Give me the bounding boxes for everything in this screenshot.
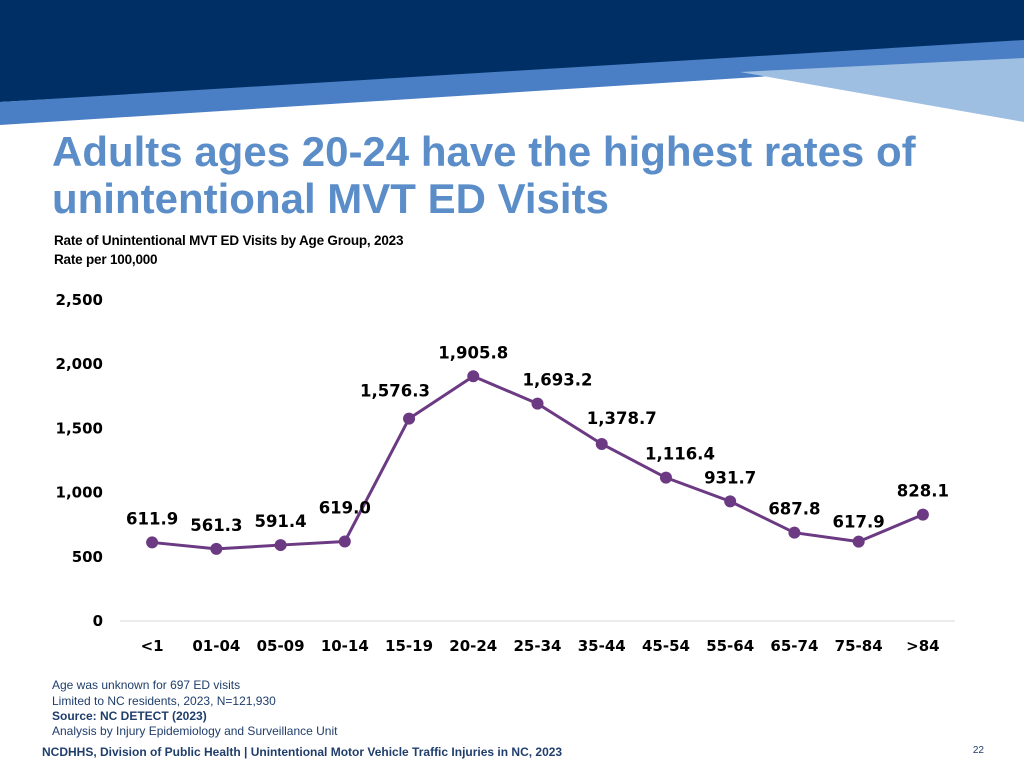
x-tick-label: 20-24	[449, 637, 497, 655]
data-label: 561.3	[190, 516, 242, 535]
x-tick-label: 55-64	[706, 637, 754, 655]
data-label: 611.9	[126, 509, 178, 528]
data-label: 1,905.8	[438, 343, 508, 362]
series-rate	[146, 370, 929, 555]
data-label: 1,576.3	[360, 382, 430, 401]
note-unknown-age: Age was unknown for 697 ED visits	[52, 678, 241, 692]
data-labels: 611.9 561.3 591.4 619.0 1,576.3 1,905.8 1,693.…	[126, 343, 949, 535]
x-tick-label: 05-09	[257, 637, 305, 655]
x-tick-label: 45-54	[642, 637, 690, 655]
slide-headline: Adults ages 20-24 have the highest rates…	[52, 128, 916, 222]
x-tick-label: 35-44	[578, 637, 626, 655]
y-tick-label: 1,000	[56, 484, 103, 502]
footer-text: NCDHHS, Division of Public Health | Unin…	[42, 745, 563, 759]
data-label: 1,378.7	[587, 409, 657, 428]
x-axis: <1 01-04 05-09 10-14 15-19 20-24 25-34 35-44 45-…	[120, 620, 955, 655]
data-label: 617.9	[833, 513, 885, 532]
header-banner	[0, 0, 1024, 125]
data-label: 931.7	[704, 468, 756, 487]
x-tick-label: 65-74	[770, 637, 818, 655]
data-label: 619.0	[319, 499, 371, 518]
note-analysis: Analysis by Injury Epidemiology and Surv…	[52, 724, 338, 738]
y-tick-label: 2,000	[56, 355, 103, 373]
line-chart: 0 500 1,000 1,500 2,000 2,500 <1 01-04 05-09 10-…	[56, 291, 955, 655]
y-tick-label: 500	[72, 548, 103, 566]
y-tick-label: 0	[93, 612, 103, 630]
x-tick-label: >84	[906, 637, 939, 655]
data-point	[210, 542, 223, 555]
data-point	[595, 437, 608, 450]
data-point	[403, 412, 416, 425]
data-label: 591.4	[254, 512, 306, 531]
data-point	[852, 535, 865, 548]
data-point	[788, 526, 801, 539]
chart-subtitle: Rate per 100,000	[54, 252, 158, 267]
data-label: 1,693.2	[523, 371, 593, 390]
x-tick-label: 25-34	[514, 637, 562, 655]
data-label: 687.8	[768, 500, 820, 519]
data-point	[146, 536, 159, 549]
x-tick-label: 01-04	[192, 637, 240, 655]
chart-title: Rate of Unintentional MVT ED Visits by A…	[54, 233, 404, 248]
x-tick-label: 75-84	[835, 637, 883, 655]
x-tick-label: 10-14	[321, 637, 369, 655]
data-point	[274, 539, 287, 552]
data-point	[659, 471, 672, 484]
x-tick-label: <1	[141, 637, 164, 655]
y-tick-label: 1,500	[56, 419, 103, 437]
banner-light-stripe	[740, 58, 1024, 122]
banner-dark-band	[0, 0, 1024, 102]
note-limits: Limited to NC residents, 2023, N=121,930	[52, 694, 276, 708]
data-point	[467, 370, 480, 383]
y-tick-label: 2,500	[56, 291, 103, 309]
data-label: 828.1	[897, 482, 949, 501]
y-axis: 0 500 1,000 1,500 2,000 2,500	[56, 291, 103, 630]
data-point	[531, 397, 544, 410]
data-label: 1,116.4	[645, 445, 715, 464]
page-number: 22	[972, 745, 984, 756]
note-source: Source: NC DETECT (2023)	[52, 709, 207, 723]
x-tick-label: 15-19	[385, 637, 433, 655]
data-point	[916, 508, 929, 521]
data-point	[724, 495, 737, 508]
data-point	[338, 535, 351, 548]
banner-blue-stripe	[0, 40, 1024, 125]
